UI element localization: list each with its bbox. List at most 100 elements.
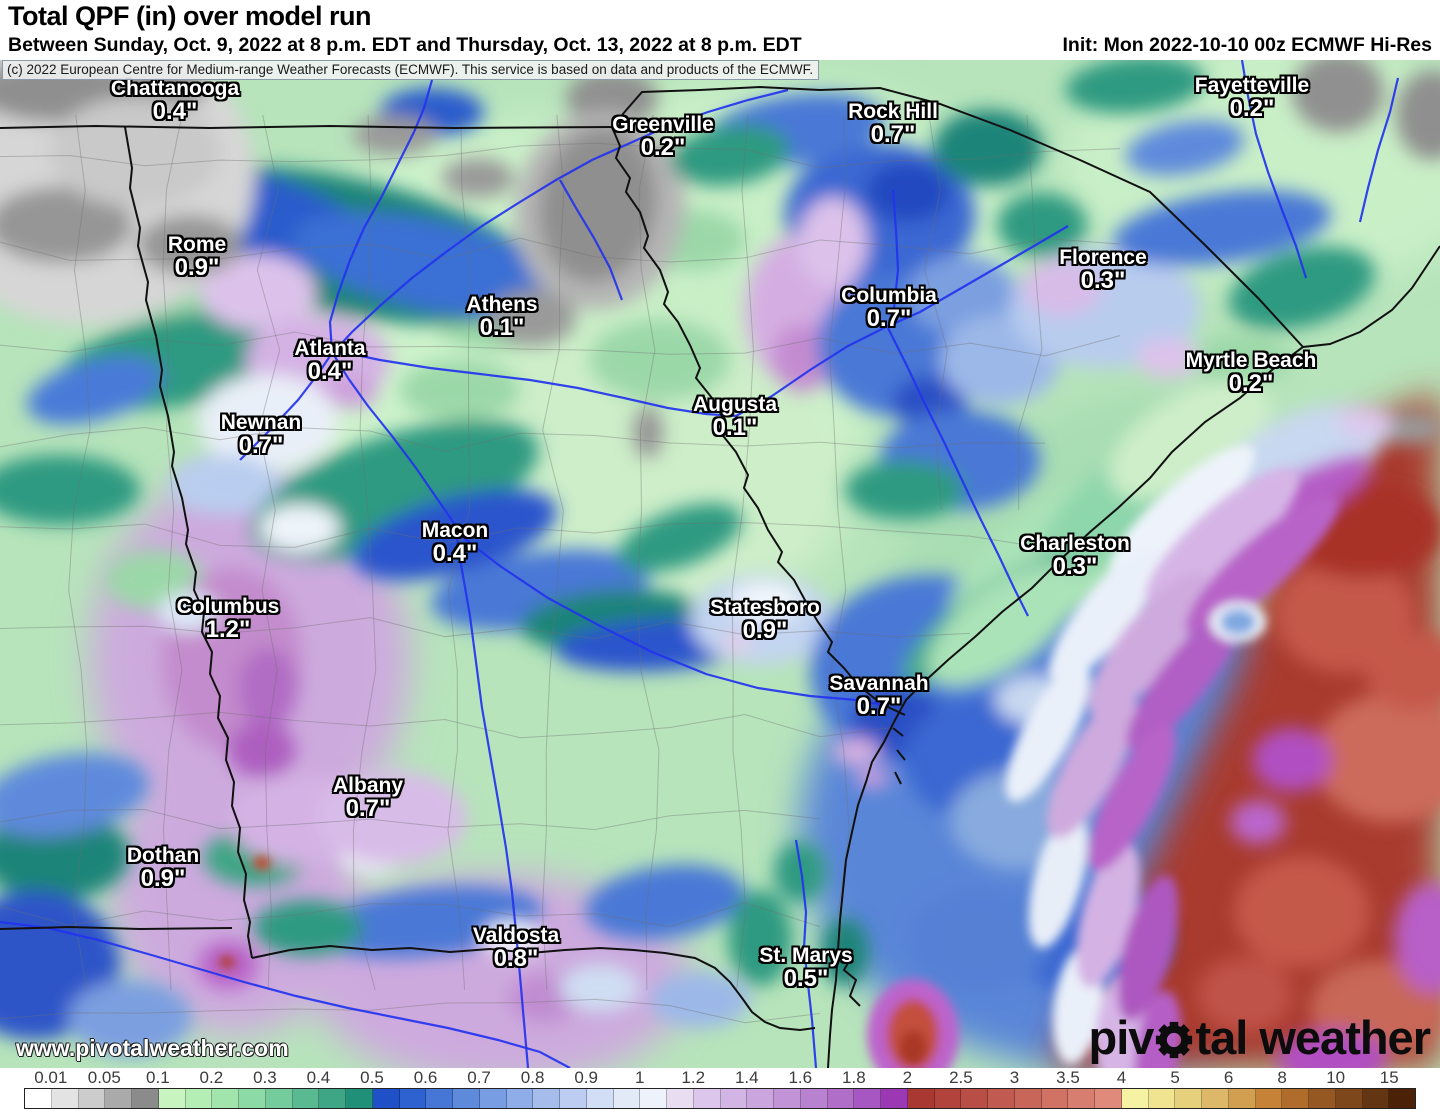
swatch-48: [1309, 1089, 1336, 1108]
precip-field-graphic: [0, 60, 1440, 1068]
colorbar-tick-6: 6: [1223, 1068, 1234, 1087]
swatch-4: [132, 1089, 159, 1108]
watermark-url: www.pivotalweather.com: [16, 1035, 289, 1061]
swatch-46: [1255, 1089, 1283, 1108]
river-road-lines: [0, 60, 1400, 1068]
header: Total QPF (in) over model run Between Su…: [0, 0, 1440, 60]
copyright-notice: (c) 2022 European Centre for Medium-rang…: [2, 60, 820, 80]
colorbar-tick-0.3: 0.3: [253, 1068, 277, 1087]
swatch-14: [399, 1089, 427, 1108]
colorbar-tick-0.4: 0.4: [306, 1068, 331, 1087]
swatch-26: [720, 1089, 748, 1108]
swatch-22: [613, 1089, 641, 1108]
swatch-50: [1362, 1089, 1390, 1108]
swatch-19: [533, 1089, 560, 1108]
swatch-45: [1228, 1089, 1256, 1108]
swatch-7: [212, 1089, 239, 1108]
city-label-rock-hill: Rock Hill 0.7": [848, 100, 938, 148]
colorbar-tick-2: 2: [902, 1068, 913, 1087]
colorbar-tick-1.8: 1.8: [842, 1068, 866, 1087]
logo-text-pre: piv: [1088, 1011, 1155, 1064]
swatch-42: [1148, 1089, 1176, 1108]
swatch-29: [800, 1089, 828, 1108]
swatch-9: [265, 1089, 293, 1108]
city-label-valdosta: Valdosta 0.8": [472, 924, 560, 972]
colorbar-tick-1.6: 1.6: [788, 1068, 813, 1087]
colorbar-tick-3: 3: [1009, 1068, 1020, 1087]
page-title: Total QPF (in) over model run: [8, 1, 372, 31]
swatch-35: [961, 1089, 988, 1108]
swatch-10: [292, 1089, 320, 1108]
swatch-18: [506, 1089, 534, 1108]
colorbar-tick-0.6: 0.6: [413, 1068, 438, 1087]
colorbar-tick-5: 5: [1170, 1068, 1180, 1087]
colorbar-tick-labels: 0.01 0.05 0.1 0.2 0.3 0.4 0.5 0.6 0.7 0.8 0.9 1 1.2 1…: [24, 1068, 1416, 1087]
colorbar-tick-0.7: 0.7: [467, 1068, 491, 1087]
swatch-21: [586, 1089, 614, 1108]
city-label-dothan: Dothan 0.9": [126, 844, 200, 892]
swatch-15: [426, 1089, 453, 1108]
colorbar-tick-1.4: 1.4: [734, 1068, 759, 1087]
pivotal-weather-logo: piv tal weather: [1088, 1010, 1431, 1065]
city-label-savannah: Savannah 0.7": [829, 672, 929, 720]
swatch-25: [693, 1089, 721, 1108]
swatch-8: [239, 1089, 266, 1108]
logo-text-post: tal weather: [1195, 1011, 1431, 1064]
swatch-16: [453, 1089, 480, 1108]
colorbar-tick-0.9: 0.9: [574, 1068, 598, 1087]
swatch-31: [854, 1089, 881, 1108]
swatch-0: [25, 1089, 52, 1108]
swatch-3: [105, 1089, 132, 1108]
city-label-albany: Albany 0.7": [332, 774, 404, 822]
swatch-38: [1041, 1089, 1069, 1108]
swatch-12: [346, 1089, 373, 1108]
swatch-49: [1335, 1089, 1363, 1108]
city-label-columbia: Columbia 0.7": [841, 284, 937, 332]
qpf-map: (c) 2022 European Centre for Medium-rang…: [0, 60, 1440, 1068]
swatch-6: [185, 1089, 213, 1108]
colorbar-tick-0.2: 0.2: [199, 1068, 224, 1087]
swatch-30: [827, 1089, 855, 1108]
city-label-augusta: Augusta 0.1": [693, 393, 777, 441]
county-lines: [0, 114, 1121, 1024]
city-label-charleston: Charleston 0.3": [1020, 532, 1130, 580]
swatch-39: [1068, 1089, 1095, 1108]
city-label-st-marys: St. Marys 0.5": [759, 944, 853, 992]
swatch-2: [78, 1089, 106, 1108]
swatch-23: [640, 1089, 667, 1108]
city-label-statesboro: Statesboro 0.9": [710, 596, 820, 644]
city-label-myrtle-beach: Myrtle Beach 0.2": [1185, 349, 1317, 397]
swatch-40: [1095, 1089, 1122, 1108]
colorbar-tick-0.05: 0.05: [87, 1068, 121, 1087]
swatch-37: [1014, 1089, 1042, 1108]
swatch-51: [1389, 1089, 1415, 1108]
city-label-florence: Florence 0.3": [1059, 246, 1147, 294]
swatch-33: [907, 1089, 935, 1108]
colorbar-tick-4: 4: [1116, 1068, 1127, 1087]
swatch-32: [881, 1089, 908, 1108]
gear-icon: [1156, 1021, 1193, 1058]
swatch-1: [51, 1089, 79, 1108]
city-label-newnan: Newnan 0.7": [220, 411, 302, 459]
swatch-41: [1121, 1089, 1149, 1108]
city-label-greenville: Greenville 0.2": [612, 113, 714, 161]
city-label-rome: Rome 0.9": [167, 233, 227, 281]
colorbar-tick-1.2: 1.2: [681, 1068, 706, 1087]
swatch-20: [560, 1089, 587, 1108]
city-label-chattanooga: Chattanooga 0.4": [110, 77, 240, 125]
city-label-columbus: Columbus 1.2": [176, 595, 280, 643]
swatch-27: [747, 1089, 774, 1108]
swatch-44: [1202, 1089, 1229, 1108]
colorbar-tick-0.8: 0.8: [520, 1068, 545, 1087]
swatch-47: [1282, 1089, 1309, 1108]
qpf-colorbar: 0.01 0.05 0.1 0.2 0.3 0.4 0.5 0.6 0.7 0.8 0.9 1 1.2 1…: [0, 1068, 1440, 1113]
city-label-fayetteville: Fayetteville 0.2": [1194, 74, 1310, 122]
swatch-36: [988, 1089, 1015, 1108]
swatch-11: [319, 1089, 346, 1108]
swatch-24: [667, 1089, 694, 1108]
colorbar-tick-1: 1: [634, 1068, 645, 1087]
swatch-17: [479, 1089, 507, 1108]
state-border-lines: [0, 85, 1440, 1068]
colorbar-tick-8: 8: [1277, 1068, 1287, 1087]
